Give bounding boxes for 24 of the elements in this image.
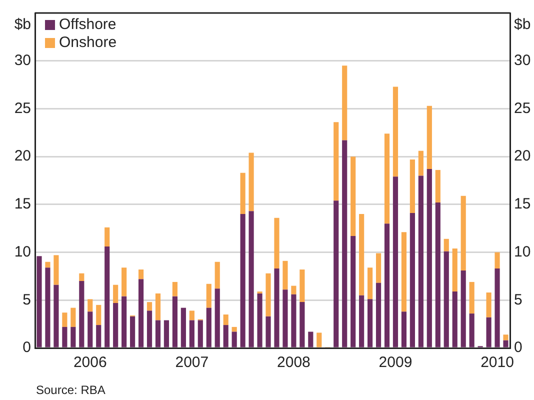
y2-tick-label: 25 — [514, 100, 531, 117]
legend-label: Onshore — [59, 34, 117, 52]
y-tick-label: 15 — [14, 196, 31, 213]
y-tick-label: 30 — [14, 52, 31, 69]
y-tick-label: 25 — [14, 100, 31, 117]
y-tick-label: 5 — [22, 291, 31, 308]
y2-tick-label: 30 — [514, 52, 531, 69]
y2-tick-label: 10 — [514, 243, 531, 260]
legend-label: Offshore — [59, 16, 116, 34]
y2-tick-label: 0 — [514, 339, 522, 356]
y2-tick-label: 15 — [514, 196, 531, 213]
x-tick-label: 2009 — [378, 354, 412, 372]
source-note: Source: RBA — [36, 383, 106, 397]
y2-tick-label: 20 — [514, 148, 531, 165]
x-tick-label: 2010 — [480, 354, 514, 372]
y2-tick-label: 5 — [514, 291, 522, 308]
y-axis-title: $b — [14, 16, 31, 34]
x-tick-label: 2007 — [175, 354, 209, 372]
y-tick-label: 0 — [22, 339, 31, 356]
y2-axis-title: $b — [514, 16, 531, 34]
y-tick-label: 20 — [14, 148, 31, 165]
x-tick-label: 2008 — [277, 354, 310, 372]
x-tick-label: 2006 — [73, 354, 107, 372]
y-tick-label: 10 — [14, 243, 31, 260]
